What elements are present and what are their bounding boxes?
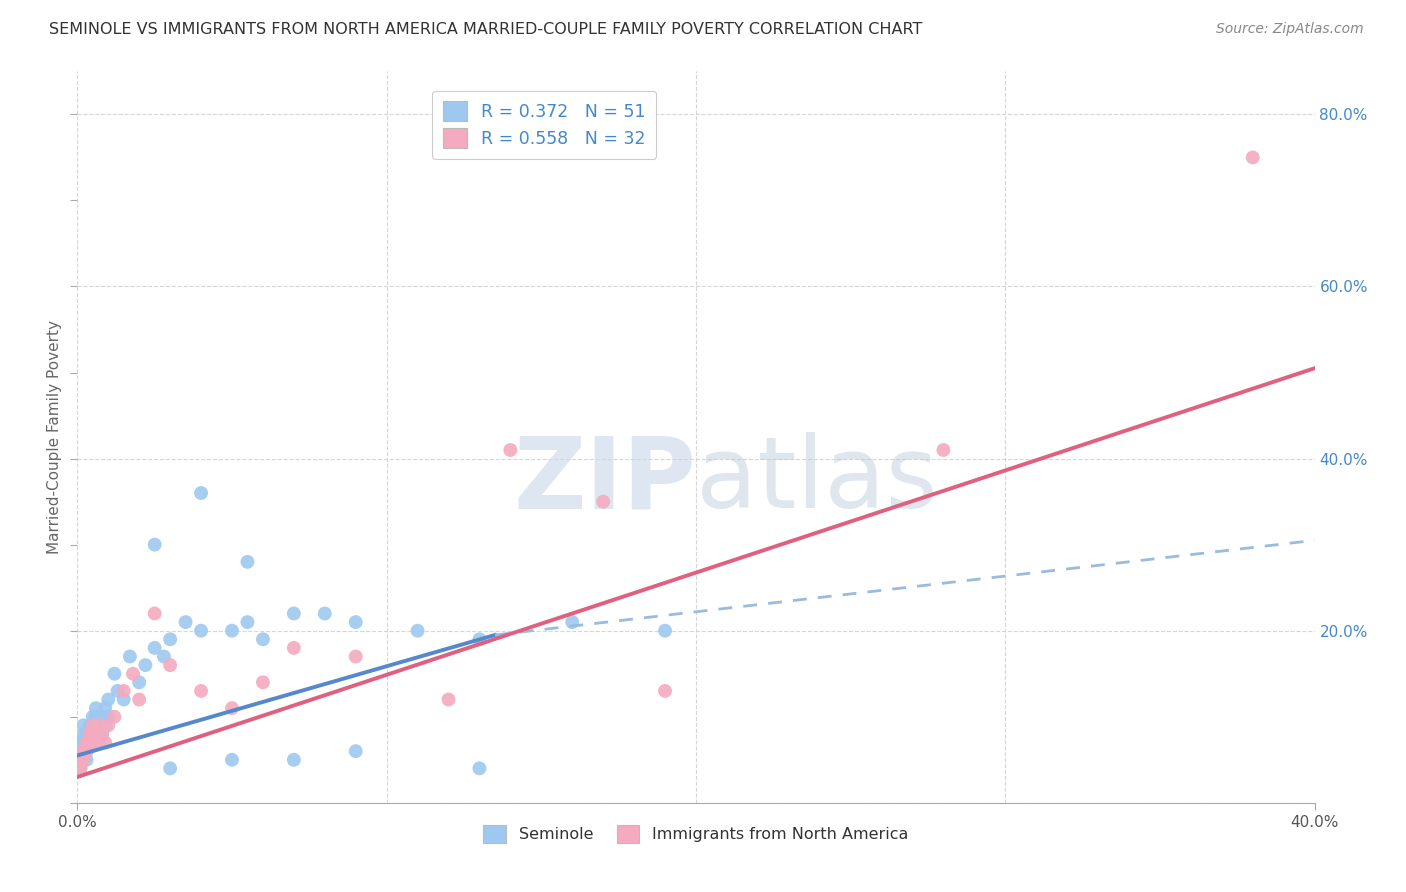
Point: [91, 727, 114, 741]
Point: [82, 718, 104, 732]
Point: [84, 710, 107, 724]
Point: [94, 701, 117, 715]
Point: [159, 761, 181, 775]
Point: [69, 753, 91, 767]
Text: atlas: atlas: [696, 433, 938, 530]
Point: [153, 649, 176, 664]
Point: [72, 753, 94, 767]
Point: [76, 735, 98, 749]
Point: [79, 718, 101, 732]
Point: [91, 710, 114, 724]
Point: [128, 692, 150, 706]
Point: [79, 735, 101, 749]
Point: [221, 624, 243, 638]
Point: [87, 718, 110, 732]
Point: [252, 632, 274, 647]
Point: [82, 710, 104, 724]
Point: [112, 692, 135, 706]
Point: [72, 744, 94, 758]
Y-axis label: Married-Couple Family Poverty: Married-Couple Family Poverty: [46, 320, 62, 554]
Text: ZIP: ZIP: [513, 433, 696, 530]
Point: [143, 640, 166, 655]
Point: [72, 753, 94, 767]
Point: [283, 640, 305, 655]
Point: [143, 607, 166, 621]
Point: [221, 753, 243, 767]
Point: [69, 744, 91, 758]
Point: [76, 727, 98, 741]
Point: [190, 486, 212, 500]
Point: [236, 615, 259, 629]
Point: [84, 735, 107, 749]
Point: [437, 692, 460, 706]
Point: [932, 442, 955, 457]
Point: [72, 718, 94, 732]
Point: [72, 735, 94, 749]
Point: [84, 701, 107, 715]
Point: [1241, 150, 1264, 164]
Point: [82, 727, 104, 741]
Point: [236, 555, 259, 569]
Point: [79, 735, 101, 749]
Point: [76, 744, 98, 758]
Point: [499, 442, 522, 457]
Point: [76, 735, 98, 749]
Text: SEMINOLE VS IMMIGRANTS FROM NORTH AMERICA MARRIED-COUPLE FAMILY POVERTY CORRELAT: SEMINOLE VS IMMIGRANTS FROM NORTH AMERIC…: [49, 22, 922, 37]
Point: [103, 710, 125, 724]
Point: [344, 744, 367, 758]
Point: [69, 753, 91, 767]
Point: [72, 727, 94, 741]
Point: [97, 692, 120, 706]
Point: [87, 718, 110, 732]
Point: [561, 615, 583, 629]
Point: [468, 761, 491, 775]
Point: [344, 649, 367, 664]
Point: [190, 684, 212, 698]
Point: [76, 744, 98, 758]
Point: [112, 684, 135, 698]
Point: [406, 624, 429, 638]
Point: [94, 735, 117, 749]
Point: [122, 666, 145, 681]
Point: [69, 761, 91, 775]
Point: [314, 607, 336, 621]
Point: [190, 624, 212, 638]
Point: [654, 624, 676, 638]
Point: [221, 701, 243, 715]
Point: [94, 718, 117, 732]
Point: [283, 607, 305, 621]
Point: [103, 666, 125, 681]
Point: [87, 735, 110, 749]
Point: [143, 538, 166, 552]
Point: [283, 753, 305, 767]
Point: [97, 718, 120, 732]
Point: [252, 675, 274, 690]
Point: [76, 753, 98, 767]
Point: [159, 632, 181, 647]
Point: [97, 710, 120, 724]
Point: [69, 761, 91, 775]
Point: [107, 684, 129, 698]
Text: Source: ZipAtlas.com: Source: ZipAtlas.com: [1216, 22, 1364, 37]
Point: [82, 727, 104, 741]
Point: [128, 675, 150, 690]
Point: [174, 615, 197, 629]
Point: [79, 727, 101, 741]
Point: [69, 735, 91, 749]
Point: [79, 727, 101, 741]
Point: [91, 727, 114, 741]
Point: [468, 632, 491, 647]
Point: [159, 658, 181, 673]
Point: [118, 649, 141, 664]
Point: [84, 727, 107, 741]
Point: [72, 744, 94, 758]
Point: [344, 615, 367, 629]
Legend: Seminole, Immigrants from North America: Seminole, Immigrants from North America: [477, 819, 915, 850]
Point: [592, 494, 614, 508]
Point: [654, 684, 676, 698]
Point: [134, 658, 156, 673]
Point: [82, 718, 104, 732]
